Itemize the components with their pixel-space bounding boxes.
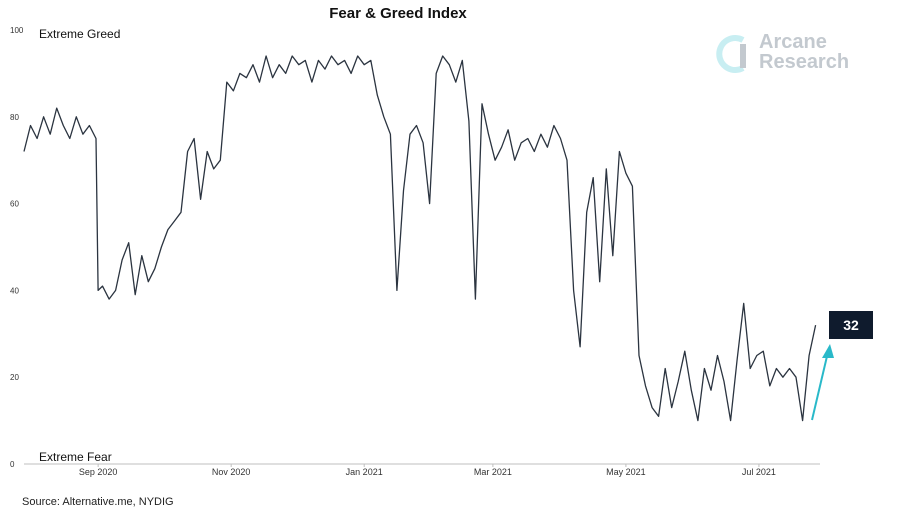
last-value-label: 32 (843, 317, 859, 333)
series-group (23, 55, 817, 422)
logo-text: Arcane Research (759, 32, 849, 72)
y-tick-label: 40 (10, 286, 19, 295)
x-tick-label: Nov 2020 (212, 467, 251, 477)
y-tick-label: 80 (10, 113, 19, 122)
y-tick-label: 20 (10, 373, 19, 382)
source-note: Source: Alternative.me, NYDIG (22, 496, 174, 508)
logo-line-2: Research (759, 51, 850, 73)
y-tick-label: 60 (10, 200, 19, 209)
extreme-fear-label: Extreme Fear (39, 450, 112, 464)
trend-arrow-head (822, 344, 834, 358)
x-tick-label: May 2021 (606, 467, 646, 477)
y-tick-label: 100 (10, 26, 24, 35)
arcane-logo-icon (716, 35, 746, 73)
series-line (23, 55, 817, 422)
y-tick-label: 0 (10, 460, 15, 469)
x-tick-labels: Sep 2020 Nov 2020 Jan 2021 Mar 2021 May 2021… (79, 464, 776, 477)
y-tick-labels: 0 20 40 60 80 100 (10, 26, 24, 469)
last-value-badge: 32 (829, 311, 873, 339)
trend-arrow-line (811, 351, 829, 421)
x-tick-label: Jan 2021 (346, 467, 383, 477)
x-tick-label: Jul 2021 (742, 467, 776, 477)
arcane-research-logo: Arcane Research (713, 30, 873, 78)
trend-arrow (811, 344, 834, 421)
x-tick-label: Sep 2020 (79, 467, 118, 477)
extreme-greed-label: Extreme Greed (39, 27, 120, 41)
logo-line-1: Arcane (759, 31, 827, 53)
chart-title: Fear & Greed Index (329, 5, 467, 22)
x-tick-label: Mar 2021 (474, 467, 512, 477)
last-value-badge-box (829, 311, 873, 339)
